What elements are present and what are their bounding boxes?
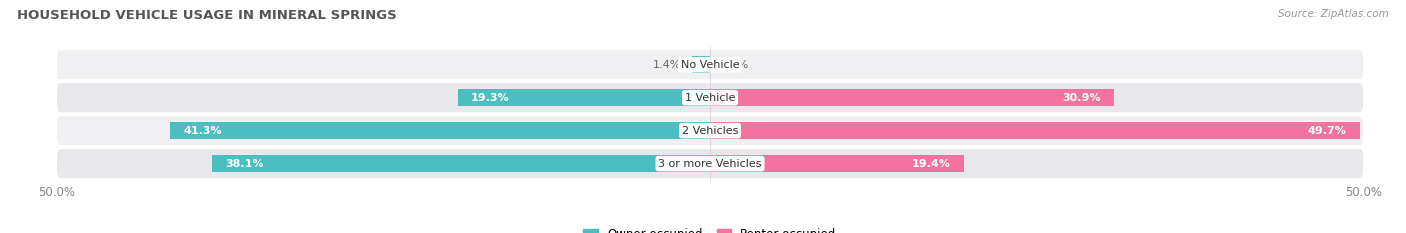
FancyBboxPatch shape xyxy=(56,49,1364,80)
FancyBboxPatch shape xyxy=(56,115,1364,146)
FancyBboxPatch shape xyxy=(56,82,1364,113)
Bar xyxy=(692,56,710,73)
Bar xyxy=(212,155,710,172)
Text: 41.3%: 41.3% xyxy=(183,126,222,136)
Text: 0.0%: 0.0% xyxy=(720,60,749,70)
Text: HOUSEHOLD VEHICLE USAGE IN MINERAL SPRINGS: HOUSEHOLD VEHICLE USAGE IN MINERAL SPRIN… xyxy=(17,9,396,22)
Text: 1 Vehicle: 1 Vehicle xyxy=(685,93,735,103)
Legend: Owner-occupied, Renter-occupied: Owner-occupied, Renter-occupied xyxy=(579,224,841,233)
Text: 2 Vehicles: 2 Vehicles xyxy=(682,126,738,136)
Bar xyxy=(458,89,710,106)
Text: 49.7%: 49.7% xyxy=(1308,126,1347,136)
Text: 19.4%: 19.4% xyxy=(911,159,950,169)
Bar xyxy=(170,122,710,139)
Text: 30.9%: 30.9% xyxy=(1063,93,1101,103)
Text: 38.1%: 38.1% xyxy=(225,159,263,169)
FancyBboxPatch shape xyxy=(56,148,1364,179)
Text: 1.4%: 1.4% xyxy=(652,60,682,70)
Bar xyxy=(710,89,1114,106)
Text: No Vehicle: No Vehicle xyxy=(681,60,740,70)
Bar xyxy=(710,122,1360,139)
Text: 19.3%: 19.3% xyxy=(471,93,509,103)
Text: 3 or more Vehicles: 3 or more Vehicles xyxy=(658,159,762,169)
Bar xyxy=(710,155,963,172)
Text: Source: ZipAtlas.com: Source: ZipAtlas.com xyxy=(1278,9,1389,19)
